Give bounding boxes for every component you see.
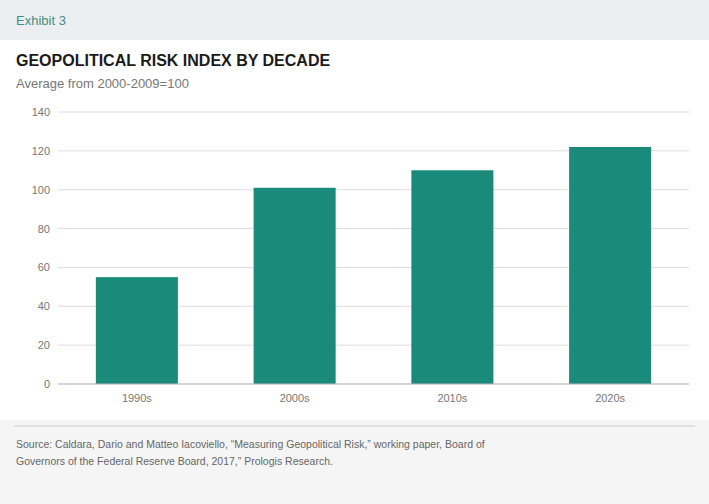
y-tick-label: 140 [32,106,50,118]
chart-svg: Exhibit 3 GEOPOLITICAL RISK INDEX BY DECA… [0,0,709,504]
bar [254,188,336,384]
grid-line [58,112,689,113]
chart-container: Exhibit 3 GEOPOLITICAL RISK INDEX BY DECA… [0,0,709,504]
x-tick-label: 1990s [122,392,152,404]
x-tick-label: 2010s [437,392,467,404]
footer-separator [14,426,695,427]
exhibit-label: Exhibit 3 [16,13,66,28]
y-tick-label: 80 [38,223,50,235]
bar [569,147,651,384]
subtitle: Average from 2000-2009=100 [16,76,189,91]
y-tick-label: 0 [44,378,50,390]
title: GEOPOLITICAL RISK INDEX BY DECADE [16,52,330,69]
y-axis: 0 20 40 60 80 100 120 140 [32,106,689,390]
y-tick-label: 60 [38,261,50,273]
x-tick-label: 2020s [595,392,625,404]
bar [411,170,493,384]
x-axis-line [58,384,689,385]
y-tick-label: 100 [32,184,50,196]
y-tick-label: 120 [32,145,50,157]
bars [96,147,651,384]
source-note: Source: Caldara, Dario and Matteo Iacovi… [16,438,485,467]
y-tick-label: 20 [38,339,50,351]
y-tick-label: 40 [38,300,50,312]
bar [96,277,178,384]
header-background [0,0,709,40]
x-tick-label: 2000s [280,392,310,404]
grid-line [58,384,689,385]
footer-background [0,420,709,504]
x-axis: 1990s 2000s 2010s 2020s [58,384,689,404]
